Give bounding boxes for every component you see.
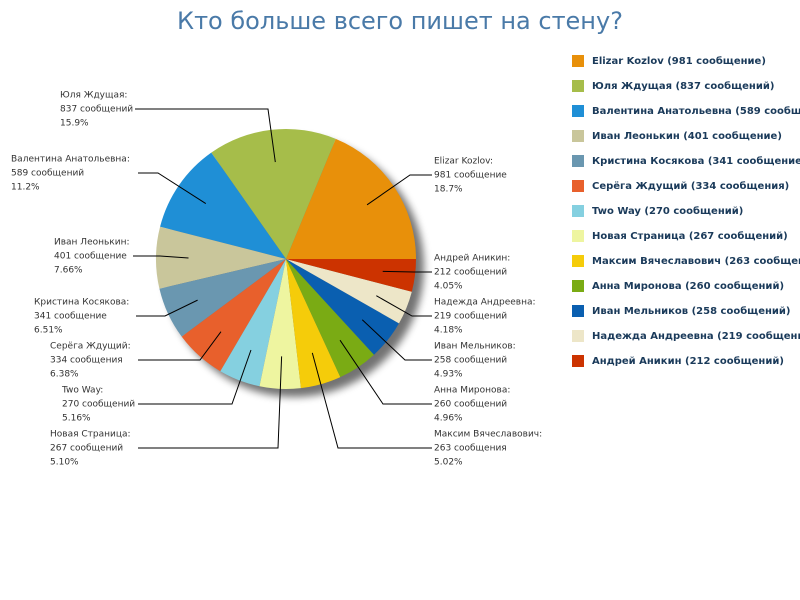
legend-swatch: [572, 255, 584, 267]
slice-label-percent: 15.9%: [60, 119, 89, 129]
legend-swatch: [572, 155, 584, 167]
slice-label-percent: 6.38%: [50, 370, 79, 380]
slice-label-percent: 5.02%: [434, 458, 463, 468]
slice-label-value: 270 сообщений: [62, 400, 135, 410]
slice-label-value: 401 сообщение: [54, 252, 127, 262]
pie-slice: [286, 259, 374, 378]
legend-label: Валентина Анатольевна (589 сообщений): [592, 105, 800, 117]
pie-slice: [220, 259, 286, 387]
leader-line: [135, 108, 276, 163]
legend-label: Анна Миронова (260 сообщений): [592, 280, 784, 292]
legend-label: Иван Леонькин (401 сообщение): [592, 130, 782, 142]
legend-swatch: [572, 180, 584, 192]
slice-label-percent: 7.66%: [54, 266, 83, 276]
chart-title: Кто больше всего пишет на стену?: [177, 7, 623, 35]
leader-line: [376, 295, 432, 317]
slice-label-percent: 11.2%: [11, 183, 40, 193]
pie-slice: [286, 259, 416, 292]
leader-line: [136, 299, 198, 317]
legend-swatch: [572, 280, 584, 292]
leader-line: [382, 270, 432, 273]
slice-label-percent: 4.93%: [434, 370, 463, 380]
slice-label-value: 219 сообщений: [434, 312, 507, 322]
slice-label-name: Юля Ждущая:: [60, 91, 127, 101]
legend-swatch: [572, 205, 584, 217]
legend-swatch: [572, 355, 584, 367]
slice-label-value: 267 сообщений: [50, 444, 123, 454]
leader-line: [339, 339, 432, 405]
leader-line: [133, 255, 189, 259]
slice-label-value: 837 сообщений: [60, 105, 133, 115]
slice-label-percent: 5.10%: [50, 458, 79, 468]
legend-label: Юля Ждущая (837 сообщений): [592, 80, 774, 92]
pie-slice: [160, 152, 286, 259]
slice-label-name: Валентина Анатольевна:: [11, 155, 130, 165]
pie-slice: [181, 259, 286, 372]
slice-label-name: Иван Леонькин:: [54, 238, 130, 248]
legend-label: Иван Мельников (258 сообщений): [592, 305, 791, 317]
legend-label: Two Way (270 сообщений): [592, 205, 743, 217]
legend-swatch: [572, 230, 584, 242]
pie-slice: [259, 259, 301, 389]
legend-label: Максим Вячеславович (263 сообщения): [592, 255, 800, 267]
slice-label-name: Серёга Ждущий:: [50, 342, 131, 352]
legend-swatch: [572, 330, 584, 342]
leader-line: [138, 172, 207, 204]
legend-swatch: [572, 105, 584, 117]
slice-label-name: Two Way:: [61, 386, 103, 396]
slice-label-name: Андрей Аникин:: [434, 254, 510, 264]
slice-label-percent: 5.16%: [62, 414, 91, 424]
legend-label: Кристина Косякова (341 сообщение): [592, 155, 800, 167]
slice-label-value: 263 сообщения: [434, 444, 507, 454]
pie-slice: [286, 259, 412, 324]
pie-slice: [286, 138, 416, 259]
leader-line: [138, 349, 252, 405]
slice-label-name: Максим Вячеславович:: [434, 430, 542, 440]
slice-label-percent: 4.05%: [434, 282, 463, 292]
pie-slice: [286, 259, 399, 355]
slice-label-value: 981 сообщение: [434, 171, 507, 181]
legend-swatch: [572, 305, 584, 317]
slice-label-value: 258 сообщений: [434, 356, 507, 366]
leader-line: [138, 356, 283, 449]
slice-label-value: 260 сообщений: [434, 400, 507, 410]
slice-label-value: 341 сообщение: [34, 312, 107, 322]
legend-swatch: [572, 80, 584, 92]
legend-label: Новая Страница (267 сообщений): [592, 230, 788, 242]
pie-slice: [156, 226, 286, 289]
slice-label-name: Надежда Андреевна:: [434, 298, 536, 308]
slice-label-name: Анна Миронова:: [434, 386, 510, 396]
slice-label-name: Кристина Косякова:: [34, 298, 129, 308]
slice-label-value: 212 сообщений: [434, 268, 507, 278]
slice-label-percent: 6.51%: [34, 326, 63, 336]
leader-line: [366, 174, 432, 206]
slice-label-percent: 4.18%: [434, 326, 463, 336]
legend-label: Серёга Ждущий (334 сообщения): [592, 180, 789, 192]
legend-swatch: [572, 55, 584, 67]
leader-line: [361, 319, 432, 361]
slice-label-value: 334 сообщения: [50, 356, 123, 366]
legend-swatch: [572, 130, 584, 142]
leader-line: [138, 331, 222, 361]
legend-label: Надежда Андреевна (219 сообщений): [592, 330, 800, 342]
slice-label-percent: 4.96%: [434, 414, 463, 424]
legend-label: Elizar Kozlov (981 сообщение): [592, 55, 766, 67]
slice-label-name: Elizar Kozlov:: [434, 157, 493, 167]
slice-label-value: 589 сообщений: [11, 169, 84, 179]
pie-slice: [159, 259, 286, 337]
pie-slice: [286, 259, 341, 389]
slice-label-name: Новая Страница:: [50, 430, 131, 440]
pie-slice: [211, 129, 336, 259]
slice-label-name: Иван Мельников:: [434, 342, 516, 352]
slice-label-percent: 18.7%: [434, 185, 463, 195]
legend-label: Андрей Аникин (212 сообщений): [592, 355, 784, 367]
leader-line: [311, 352, 432, 449]
